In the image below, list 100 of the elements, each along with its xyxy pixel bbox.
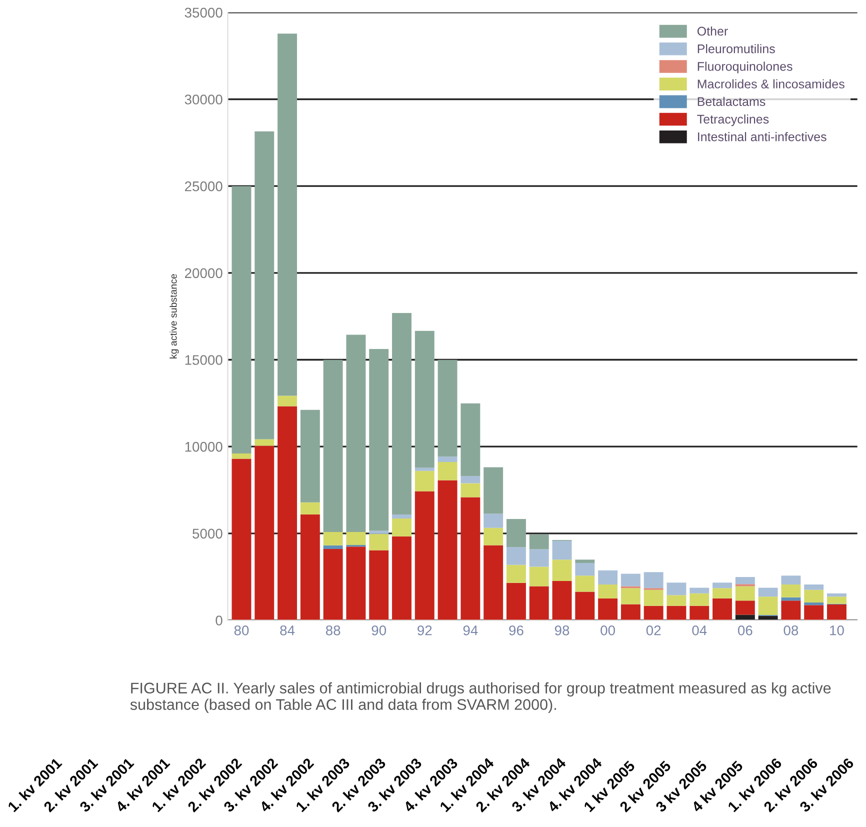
y-axis-title: kg active substance [170, 274, 179, 358]
legend-label: Intestinal anti-infectives [698, 132, 826, 142]
bar [254, 439, 274, 446]
x-tick-label: 80 [234, 625, 249, 636]
bar [460, 403, 480, 476]
x-tick-label: 06 [738, 625, 752, 636]
bar [758, 596, 778, 616]
bar [735, 586, 755, 601]
y-tick-label: 0 [216, 616, 222, 626]
bar [460, 483, 480, 498]
bar [346, 334, 366, 532]
bar [323, 549, 343, 620]
bar [712, 588, 732, 598]
bar [300, 410, 320, 502]
bar [438, 462, 458, 480]
bar [827, 596, 846, 604]
bar [827, 604, 846, 620]
bar [690, 606, 710, 620]
bar [735, 577, 755, 584]
bar [254, 131, 274, 440]
bar [300, 502, 320, 514]
bar [552, 540, 572, 560]
bar [666, 595, 686, 606]
y-tick-label: 10000 [185, 442, 222, 452]
y-tick-label: 30000 [184, 94, 222, 104]
bar [666, 606, 686, 620]
bar [484, 514, 504, 528]
bar [232, 454, 252, 459]
bar [620, 574, 640, 586]
bar [392, 536, 412, 620]
bar [392, 514, 412, 518]
bar [278, 396, 298, 406]
bar [484, 528, 504, 546]
bar [414, 330, 434, 468]
legend-label: Macrolides & lincosamides [698, 79, 844, 88]
legend-label: Other [697, 26, 728, 36]
y-tick-label: 20000 [184, 268, 222, 278]
bar [644, 572, 664, 588]
bar [414, 491, 434, 620]
y-tick-label: 25000 [184, 181, 222, 192]
bar [552, 560, 572, 581]
bar [575, 592, 595, 620]
bar [323, 545, 343, 550]
bar [438, 456, 458, 462]
bar [278, 406, 298, 620]
bar [529, 534, 549, 550]
bar [506, 582, 526, 620]
bar [392, 313, 412, 514]
bar [690, 593, 710, 606]
bar [529, 566, 549, 586]
bar [300, 514, 320, 620]
bar [438, 480, 458, 620]
x-tick-label: 04 [692, 625, 707, 636]
x-tick-label: 00 [600, 625, 615, 636]
x-tick-label: 92 [418, 625, 432, 636]
bar [484, 467, 504, 514]
bar [804, 602, 824, 606]
x-tick-label: 84 [280, 625, 295, 636]
bar [529, 586, 549, 620]
bar [712, 582, 732, 588]
bar [781, 584, 801, 598]
bar [827, 593, 846, 597]
bar [644, 606, 664, 620]
bar [781, 597, 801, 601]
bar [438, 360, 458, 457]
x-tick-label: 96 [509, 625, 524, 636]
bar [506, 564, 526, 583]
bar [781, 600, 801, 620]
bar [323, 360, 343, 532]
bar [254, 446, 274, 620]
bar [575, 576, 595, 592]
legend-label: Tetracyclines [697, 114, 769, 126]
bar [414, 470, 434, 492]
bar [369, 550, 389, 620]
bar [575, 560, 595, 563]
x-tick-label: 02 [646, 625, 661, 636]
bar [712, 598, 732, 620]
y-tick-label: 5000 [192, 528, 222, 539]
bar [804, 584, 824, 590]
legend-label: Pleuromutilins [698, 44, 775, 54]
bar [598, 584, 618, 599]
text: FIGURE AC II. Yearly sales of antimicrobial drugs authorised for group treatment measured as kg active substance (based on Table AC III and data from SVARM 2000). [130, 682, 831, 713]
bar [346, 546, 366, 620]
bar [460, 497, 480, 620]
bar [414, 468, 434, 471]
bar [232, 458, 252, 620]
bar [804, 605, 824, 620]
bar [758, 588, 778, 597]
bar [644, 590, 664, 606]
bar [620, 604, 640, 620]
bar [369, 348, 389, 531]
x-tick-label: 98 [554, 625, 570, 636]
legend-label: Betalactams [698, 96, 766, 106]
bar [529, 549, 549, 567]
bar [484, 545, 504, 620]
y-tick-label: 35000 [184, 8, 222, 18]
bar [598, 598, 618, 620]
bar [506, 519, 526, 548]
x-tick-label: 90 [372, 625, 386, 636]
bar [575, 562, 595, 576]
